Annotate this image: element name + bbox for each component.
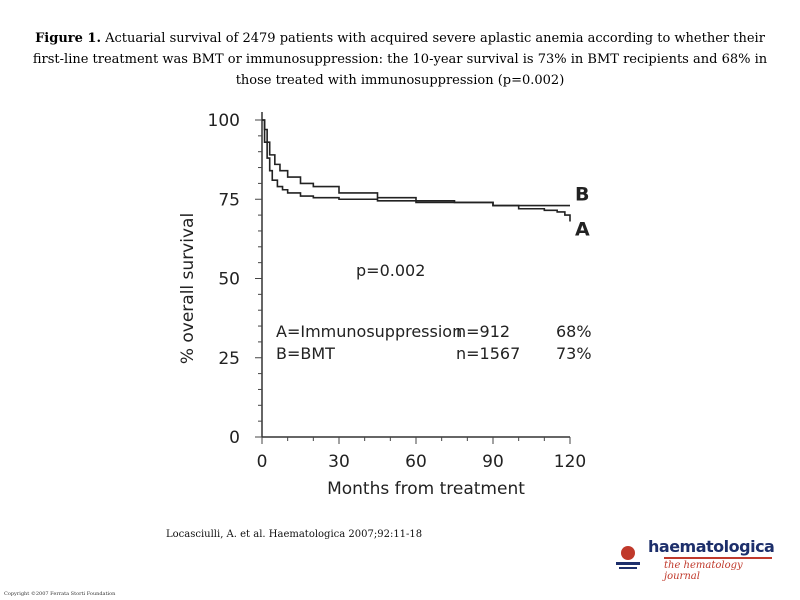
x-tick-label: 0 (257, 452, 268, 472)
x-tick-label: 120 (554, 452, 586, 472)
figure-caption: Figure 1. Actuarial survival of 2479 pat… (20, 28, 780, 91)
copyright-notice: Copyright ©2007 Ferrata Storti Foundatio… (4, 591, 116, 597)
legend-n-a: n=912 (456, 322, 510, 341)
figure-caption-text: Actuarial survival of 2479 patients with… (32, 31, 768, 88)
x-tick-label: 90 (482, 452, 504, 472)
y-axis-label: % overall survival (178, 213, 198, 364)
series-line-a (262, 119, 571, 222)
legend-n-b: n=1567 (456, 344, 520, 363)
x-tick-label: 60 (405, 452, 427, 472)
y-tick-label: 25 (218, 349, 240, 369)
series-end-label-a: A (575, 218, 590, 240)
series-end-label-b: B (575, 184, 589, 206)
series-line-b (262, 119, 570, 207)
legend-pct-b: 73% (556, 344, 592, 363)
figure-label: Figure 1. (35, 31, 101, 46)
y-tick-label: 50 (218, 270, 240, 290)
citation: Locasciulli, A. et al. Haematologica 200… (166, 529, 423, 540)
legend-pct-a: 68% (556, 322, 592, 341)
journal-tagline: the hematology journal (664, 557, 772, 582)
p-value-annotation: p=0.002 (356, 261, 425, 280)
legend-label-a: A=Immunosuppression (276, 322, 462, 341)
legend-label-b: B=BMT (276, 344, 335, 363)
x-axis-label: Months from treatment (327, 479, 525, 499)
y-tick-label: 75 (218, 190, 240, 210)
y-tick-label: 0 (229, 428, 240, 448)
journal-name: haematologica (648, 537, 775, 556)
x-tick-label: 30 (328, 452, 350, 472)
journal-logo: haematologica the hematology journal (606, 537, 796, 582)
y-tick-label: 100 (208, 111, 240, 131)
ferrata-storti-emblem-icon (616, 546, 640, 569)
